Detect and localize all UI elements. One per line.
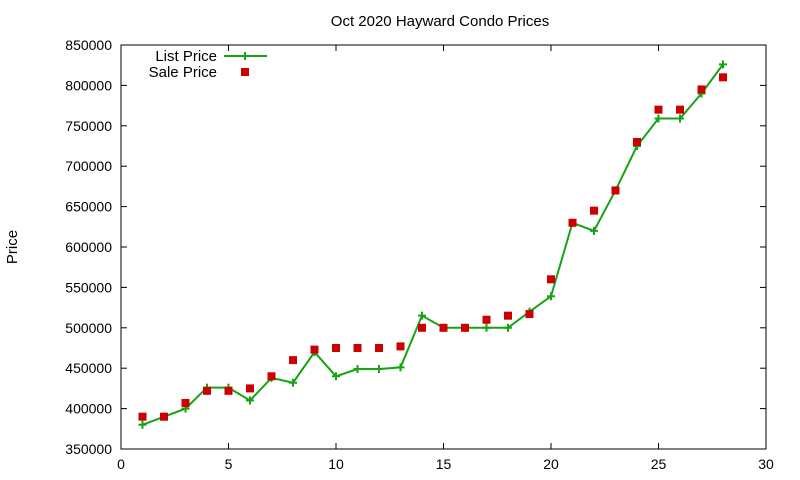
x-tick-label: 30 — [758, 456, 774, 472]
list-price-point — [719, 60, 727, 69]
list-price-point — [547, 292, 555, 301]
y-tick-label: 450000 — [65, 360, 112, 376]
sale-price-point — [160, 412, 168, 421]
sale-price-point — [418, 323, 426, 332]
sale-price-point — [719, 73, 727, 82]
list-price-point — [332, 372, 340, 381]
sale-price-point — [375, 344, 383, 352]
y-tick-label: 400000 — [65, 401, 112, 417]
plot-area: 0 5 10 15 20 25 30 350000 400000 450000 500000 5500… — [65, 37, 774, 472]
list-price-point — [375, 365, 383, 374]
sale-price-point — [181, 398, 190, 407]
sale-price-point — [289, 356, 297, 365]
sale-price-point — [396, 342, 405, 351]
list-price-point — [590, 226, 598, 235]
chart-title: Oct 2020 Hayward Condo Prices — [331, 13, 549, 30]
sale-price-point — [525, 310, 534, 319]
list-price-point — [246, 396, 254, 405]
sale-price-point — [353, 344, 362, 352]
sale-price-point — [246, 384, 254, 393]
sale-price-point — [138, 412, 147, 421]
x-tick-label: 0 — [117, 456, 125, 472]
y-tick-label: 500000 — [65, 320, 112, 336]
list-price-point — [482, 323, 491, 332]
sale-price-point — [267, 372, 276, 381]
list-price-point — [654, 114, 663, 123]
sale-price-point — [568, 218, 577, 227]
y-tick-label: 600000 — [65, 239, 112, 255]
list-price-point — [396, 363, 405, 372]
sale-price-point — [439, 323, 448, 332]
sale-price-point — [482, 315, 491, 324]
y-tick-label: 800000 — [65, 77, 112, 93]
list-price-line — [142, 63, 724, 426]
legend-label: Sale Price — [149, 64, 217, 81]
sale-price-point — [332, 344, 340, 352]
list-price-point — [138, 420, 147, 429]
sale-price-point — [547, 275, 555, 284]
sale-price-point — [654, 105, 663, 114]
y-tick-label: 550000 — [65, 279, 112, 295]
sale-price-point — [461, 323, 469, 332]
sale-price-point — [676, 105, 684, 114]
list-price-point — [676, 114, 684, 123]
sale-price-point — [224, 386, 233, 395]
y-tick-label: 700000 — [65, 158, 112, 174]
list-price-point — [504, 323, 512, 332]
x-tick-label: 15 — [436, 456, 452, 472]
y-tick-label: 850000 — [65, 37, 112, 53]
x-tick-label: 25 — [651, 456, 667, 472]
sale-price-point — [697, 85, 706, 94]
sale-price-point — [203, 386, 211, 395]
y-tick-label: 350000 — [65, 441, 112, 457]
x-tick-label: 10 — [328, 456, 344, 472]
x-tick-label: 20 — [543, 456, 559, 472]
y-tick-label: 750000 — [65, 118, 112, 134]
sale-price-point — [633, 137, 641, 146]
y-axis-label: Price — [4, 230, 21, 264]
sale-price-point — [590, 206, 598, 215]
sale-price-point — [504, 311, 512, 320]
sale-price-point — [611, 186, 620, 195]
legend-label: List Price — [155, 48, 217, 65]
legend-square-marker — [241, 68, 249, 76]
y-tick-label: 650000 — [65, 199, 112, 215]
list-price-point — [353, 365, 362, 374]
list-price-point — [289, 378, 297, 387]
list-price-point — [418, 311, 426, 320]
x-tick-label: 5 — [225, 456, 233, 472]
sale-price-point — [310, 345, 319, 354]
legend-plus-marker — [241, 52, 249, 60]
